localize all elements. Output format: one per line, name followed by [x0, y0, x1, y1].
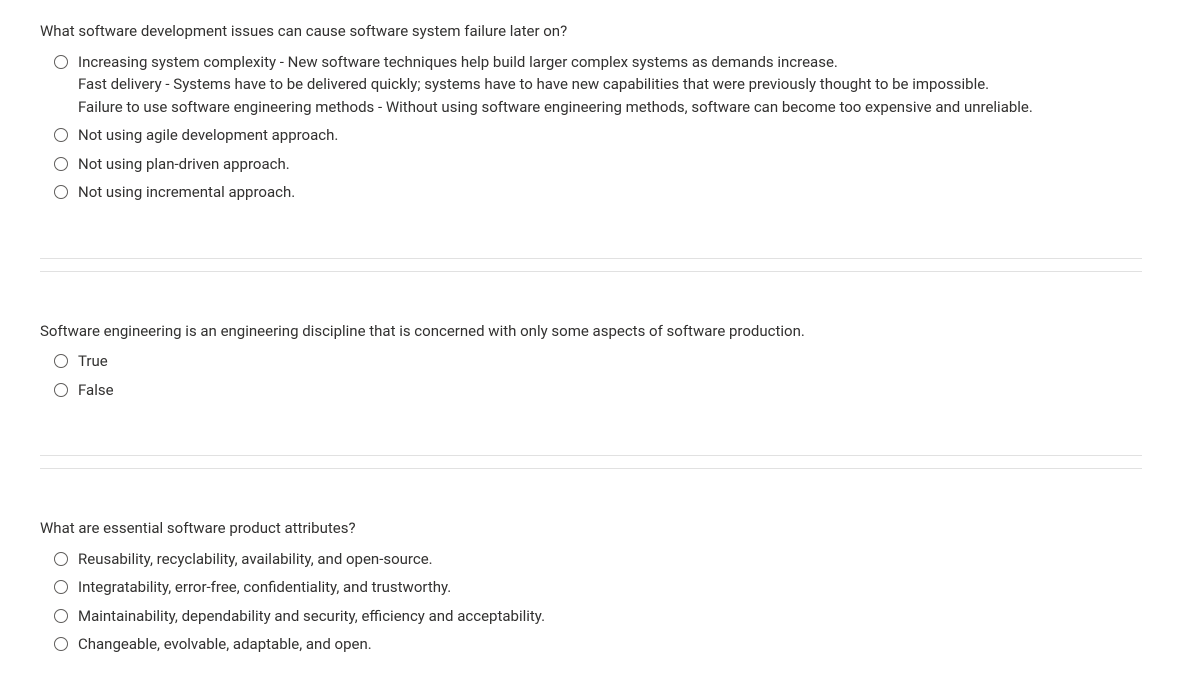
- option-text: Changeable, evolvable, adaptable, and op…: [78, 633, 372, 656]
- radio-icon[interactable]: [54, 157, 68, 171]
- radio-icon[interactable]: [54, 637, 68, 651]
- question-prompt: Software engineering is an engineering d…: [40, 320, 1142, 343]
- radio-icon[interactable]: [54, 354, 68, 368]
- option-2[interactable]: Not using agile development approach.: [54, 124, 1142, 147]
- question-prompt: What software development issues can cau…: [40, 20, 1142, 43]
- radio-icon[interactable]: [54, 185, 68, 199]
- option-text: Integratability, error-free, confidentia…: [78, 576, 451, 599]
- options-group: True False: [40, 350, 1142, 401]
- question-block-1: What software development issues can cau…: [40, 20, 1142, 259]
- radio-icon[interactable]: [54, 580, 68, 594]
- radio-icon[interactable]: [54, 609, 68, 623]
- radio-icon[interactable]: [54, 552, 68, 566]
- option-1[interactable]: True: [54, 350, 1142, 373]
- option-text: Increasing system complexity - New softw…: [78, 51, 1033, 119]
- question-block-2: Software engineering is an engineering d…: [40, 271, 1142, 457]
- question-prompt: What are essential software product attr…: [40, 517, 1142, 540]
- radio-icon[interactable]: [54, 55, 68, 69]
- option-1[interactable]: Reusability, recyclability, availability…: [54, 548, 1142, 571]
- options-group: Reusability, recyclability, availability…: [40, 548, 1142, 656]
- option-text: Not using agile development approach.: [78, 124, 338, 147]
- options-group: Increasing system complexity - New softw…: [40, 51, 1142, 204]
- option-1[interactable]: Increasing system complexity - New softw…: [54, 51, 1142, 119]
- radio-icon[interactable]: [54, 383, 68, 397]
- option-text: Not using plan-driven approach.: [78, 153, 290, 176]
- option-2[interactable]: False: [54, 379, 1142, 402]
- option-2[interactable]: Integratability, error-free, confidentia…: [54, 576, 1142, 599]
- question-block-3: What are essential software product attr…: [40, 468, 1142, 656]
- option-3[interactable]: Not using plan-driven approach.: [54, 153, 1142, 176]
- option-3[interactable]: Maintainability, dependability and secur…: [54, 605, 1142, 628]
- option-text: Reusability, recyclability, availability…: [78, 548, 433, 571]
- option-text: Maintainability, dependability and secur…: [78, 605, 545, 628]
- option-text: Not using incremental approach.: [78, 181, 295, 204]
- radio-icon[interactable]: [54, 128, 68, 142]
- option-text: True: [78, 350, 108, 373]
- option-4[interactable]: Changeable, evolvable, adaptable, and op…: [54, 633, 1142, 656]
- option-text: False: [78, 379, 114, 402]
- option-4[interactable]: Not using incremental approach.: [54, 181, 1142, 204]
